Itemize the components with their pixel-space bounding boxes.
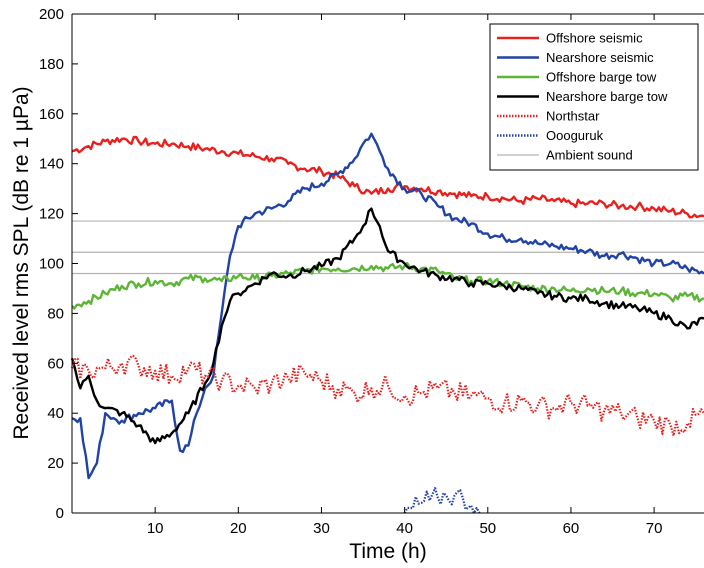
y-tick-label: 20 — [47, 455, 64, 472]
y-tick-label: 160 — [39, 106, 64, 123]
y-tick-label: 120 — [39, 206, 64, 223]
y-tick-label: 0 — [56, 505, 64, 522]
legend-label: Offshore seismic — [546, 31, 643, 46]
x-tick-label: 60 — [563, 520, 580, 537]
x-tick-label: 10 — [147, 520, 164, 537]
x-tick-label: 30 — [313, 520, 330, 537]
x-tick-label: 50 — [479, 520, 496, 537]
legend-label: Ambient sound — [546, 148, 633, 163]
y-tick-label: 80 — [47, 305, 64, 322]
y-tick-label: 60 — [47, 355, 64, 372]
y-tick-label: 200 — [39, 6, 64, 23]
x-ticks: 10 20 30 40 50 60 70 — [147, 14, 663, 537]
series-nearshore-barge-tow — [70, 207, 704, 445]
series-northstar — [70, 354, 704, 437]
series-lines — [70, 132, 704, 515]
x-tick-label: 40 — [396, 520, 413, 537]
y-tick-label: 180 — [39, 56, 64, 73]
legend: Offshore seismic Nearshore seismic Offshor… — [489, 23, 699, 171]
legend-label: Oooguruk — [546, 128, 604, 143]
y-tick-label: 100 — [39, 256, 64, 273]
x-tick-label: 70 — [646, 520, 663, 537]
series-oooguruk — [403, 487, 481, 515]
y-axis-label: Received level rms SPL (dB re 1 µPa) — [10, 86, 33, 439]
x-axis-label: Time (h) — [349, 540, 426, 563]
y-ticks: 0 20 40 60 80 100 120 140 160 180 200 — [39, 6, 78, 522]
legend-label: Offshore barge tow — [546, 70, 657, 85]
series-offshore-seismic — [71, 135, 704, 219]
x-tick-label: 20 — [230, 520, 247, 537]
y-tick-label: 40 — [47, 405, 64, 422]
legend-label: Nearshore seismic — [546, 50, 654, 65]
legend-label: Nearshore barge tow — [546, 89, 668, 104]
y-tick-label: 140 — [39, 156, 64, 173]
series-nearshore-seismic — [71, 132, 704, 480]
legend-label: Northstar — [546, 109, 600, 124]
series-offshore-barge-tow — [71, 261, 704, 310]
